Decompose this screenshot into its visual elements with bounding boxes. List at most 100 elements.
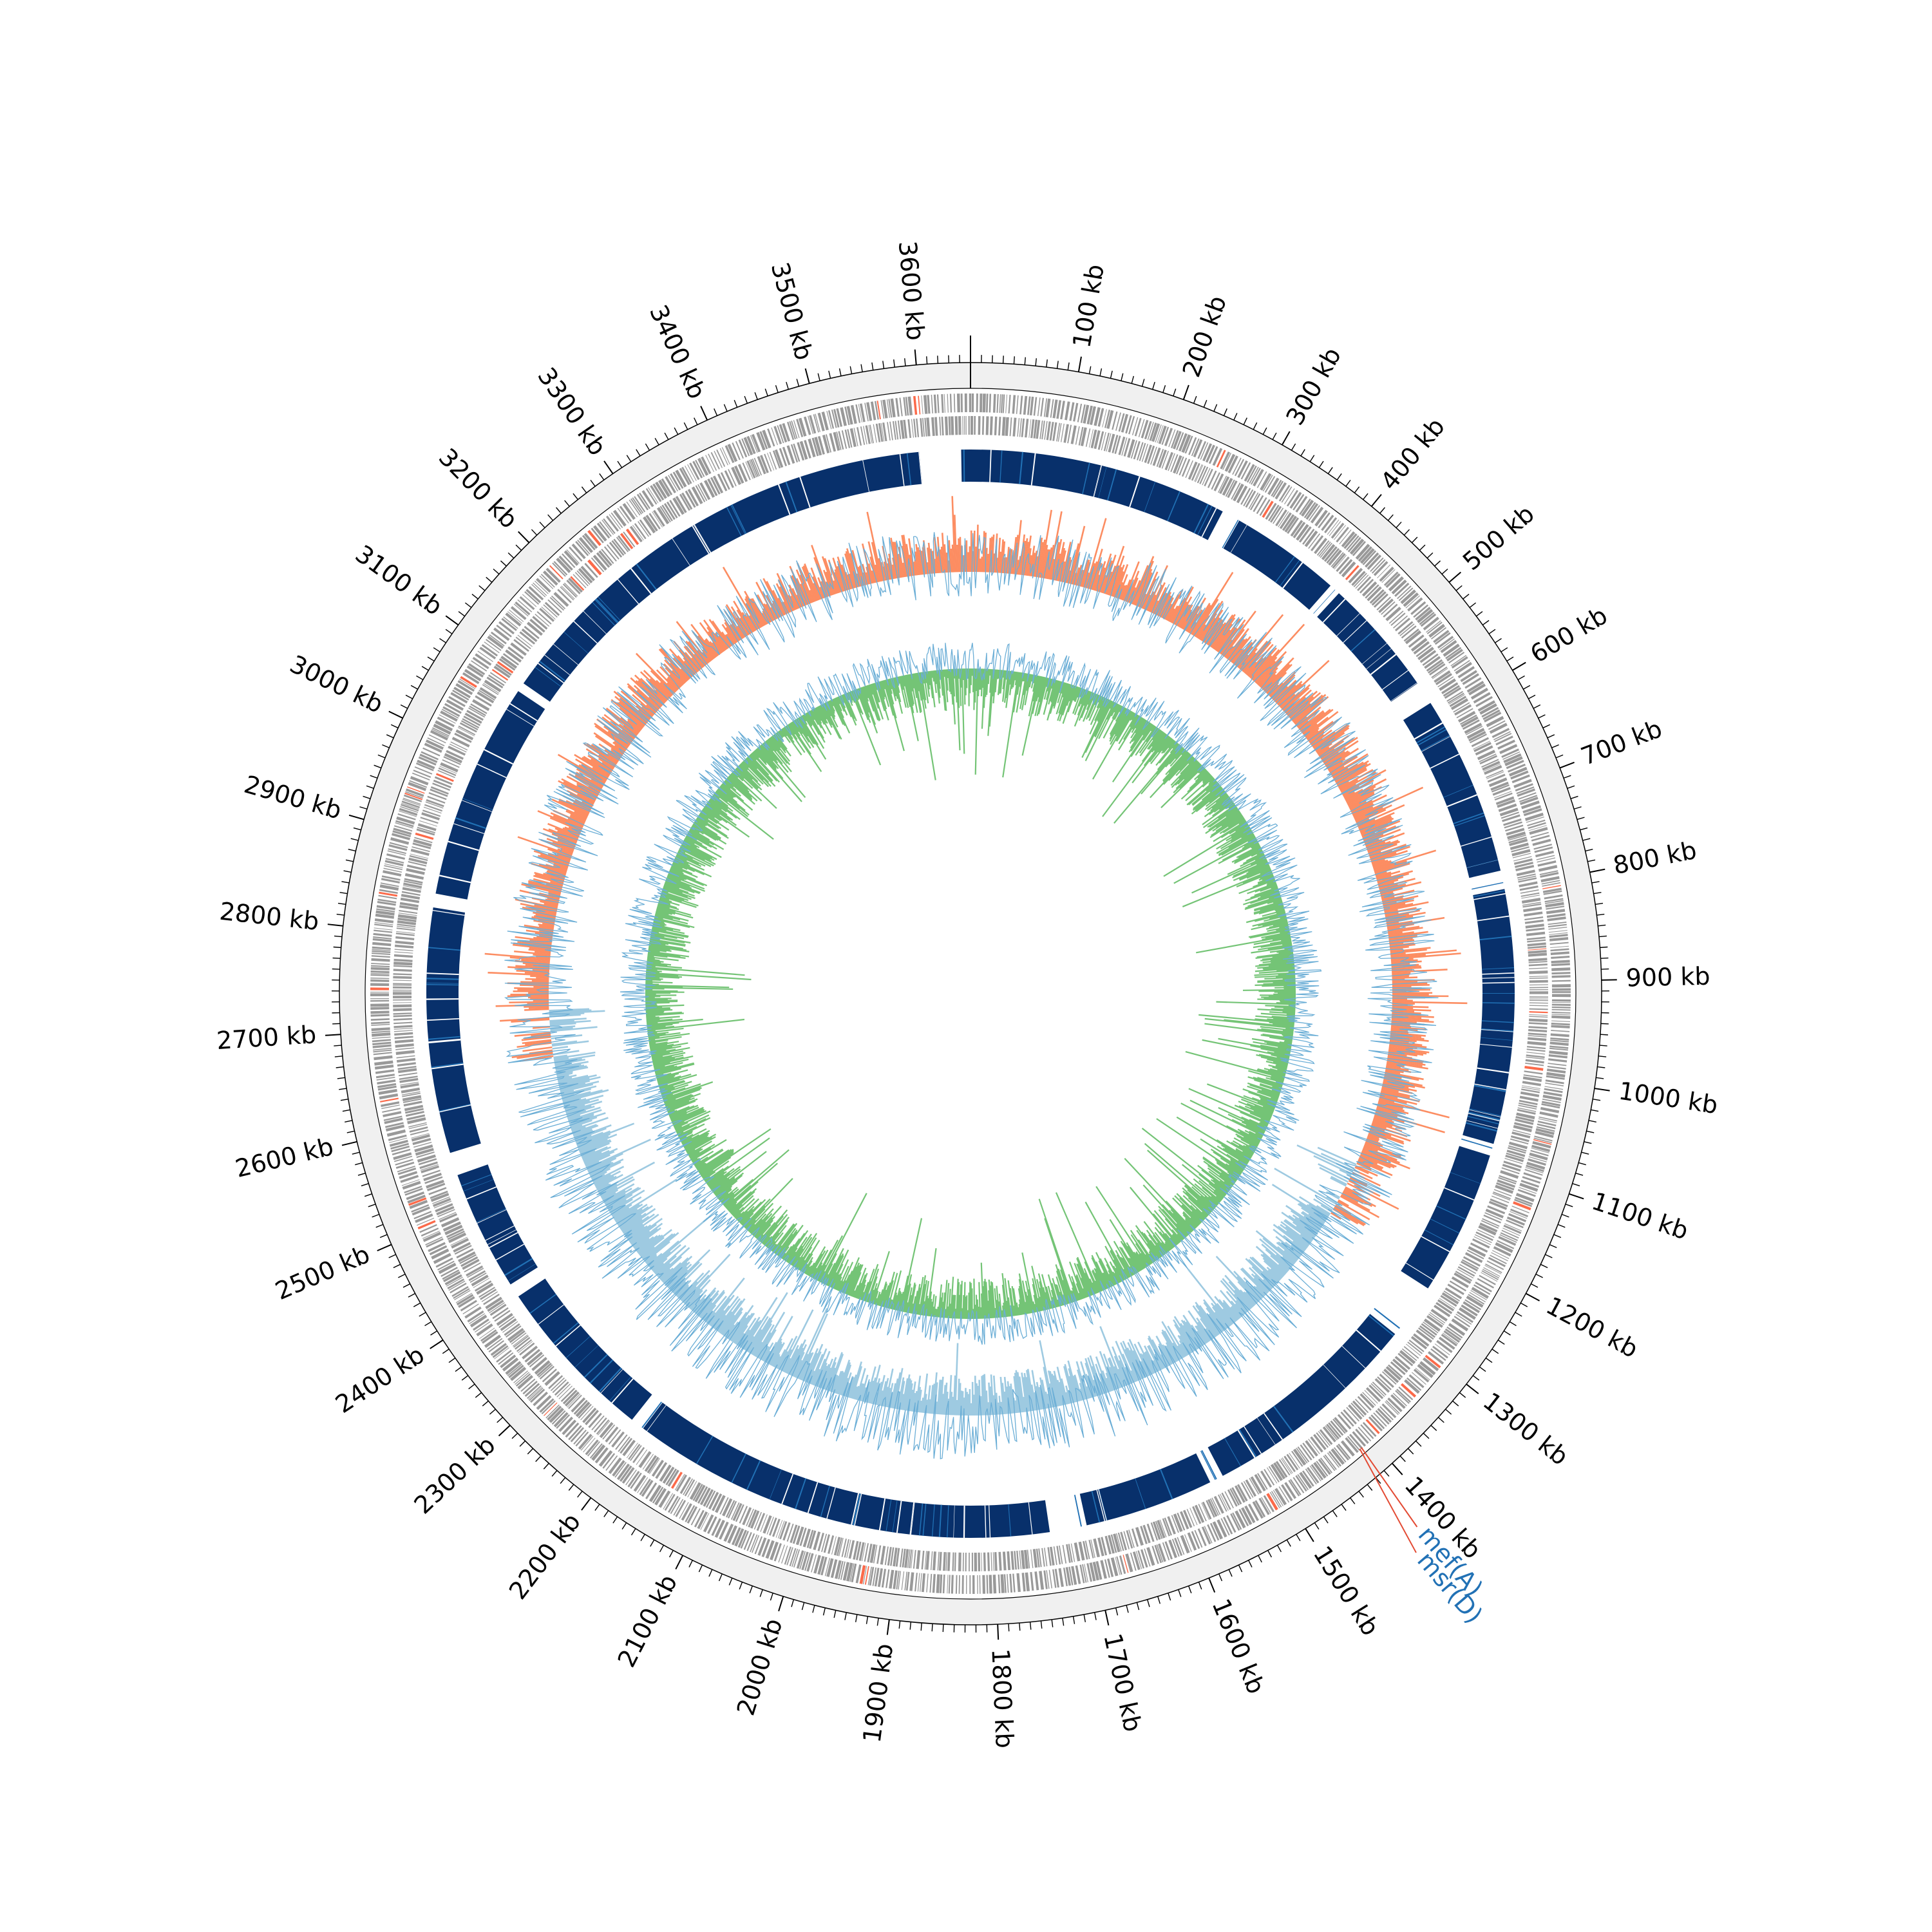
minor-tick [1549,1244,1557,1249]
feature-block [708,1492,719,1510]
feature-block [1460,670,1477,683]
gc-content-bar [1031,674,1034,682]
gc-skew-bar [1379,1095,1407,1104]
feature-block [393,1027,413,1030]
feature-block [1546,1075,1565,1080]
gc-content-bar [1205,810,1240,834]
feature-block [921,395,923,415]
feature-block [663,503,676,520]
feature-block [853,1540,859,1560]
minor-tick [909,1622,912,1630]
feature-block [1481,759,1499,768]
feature-block [859,1565,866,1584]
feature-block [1253,495,1264,513]
gc-skew-bar [1127,577,1139,603]
feature-block [519,631,536,645]
minor-tick [1387,514,1394,521]
homology-block-detail [1469,1108,1501,1117]
feature-block [1189,1508,1198,1526]
feature-block [1551,1002,1571,1003]
gc-skew-bar [999,1376,1005,1415]
feature-block [1528,1032,1547,1036]
gc-skew-bar [1262,657,1294,690]
gc-skew-bar [810,567,824,599]
minor-tick [674,427,679,435]
feature-block [1548,926,1567,930]
feature-block [415,1148,434,1156]
feature-block [685,1505,696,1522]
feature-block [491,668,509,681]
feature-block [770,1541,779,1560]
gc-skew-bar [876,1374,886,1406]
feature-block [406,786,425,794]
feature-block [649,1458,660,1474]
feature-block [496,1349,512,1363]
gc-skew-bar [1387,1061,1428,1070]
feature-block [480,1329,497,1342]
gc-skew-bar [1236,646,1253,667]
feature-block [804,440,811,459]
feature-block [1551,984,1571,988]
feature-block [1451,1276,1469,1289]
gc-skew-bar [512,943,551,950]
tick-label: 3100 kb [350,540,448,621]
feature-block [376,905,395,911]
gc-skew-bar [862,572,867,585]
feature-block [1497,739,1515,750]
feature-block [1010,1551,1014,1570]
feature-block [774,449,784,468]
feature-block [1053,1546,1057,1566]
gc-content-bar [1191,788,1224,815]
feature-block [716,449,726,468]
feature-block [743,437,753,456]
minor-tick [1291,443,1296,451]
minor-tick [1580,827,1588,831]
gc-skew-bar [1112,1346,1129,1386]
feature-block [1056,400,1062,419]
feature-block [974,416,976,435]
feature-block [687,489,699,507]
gc-skew-bar [714,1314,726,1330]
feature-block [808,1530,817,1549]
feature-block [593,1417,607,1433]
feature-block [703,1514,714,1533]
gc-skew-bar [1376,875,1392,881]
feature-block [1528,950,1547,954]
feature-block [797,442,805,461]
tick-label: 1300 kb [1478,1387,1574,1471]
gc-skew-bar [1208,622,1227,647]
minor-tick [357,1173,366,1176]
feature-block [1492,1193,1511,1201]
feature-block [373,1048,392,1051]
gc-skew-bar [582,1146,608,1159]
feature-block [1217,1519,1227,1538]
minor-tick [1286,1539,1291,1547]
feature-block [1537,1121,1557,1127]
minor-tick [833,1610,837,1618]
minor-tick [1136,1602,1140,1611]
feature-block [1530,831,1549,838]
feature-block [1529,1011,1548,1014]
gc-content-bar [1109,701,1115,710]
feature-block [926,1573,929,1593]
feature-block [765,1540,775,1559]
feature-block [1475,696,1493,708]
homology-block-detail [1074,1495,1082,1527]
gc-skew-bar [1055,542,1065,581]
feature-block [1494,732,1512,743]
gc-skew-bar [619,708,644,728]
feature-block [734,465,744,484]
minor-tick [350,838,359,841]
feature-block [1088,429,1094,448]
gc-skew-bar [626,1226,645,1240]
gc-skew-bar [553,1054,567,1059]
feature-block [1550,1033,1569,1037]
gc-skew-bar [1027,1368,1036,1411]
feature-block [442,1269,460,1280]
feature-block [448,1232,467,1244]
gc-skew-bar [606,1187,641,1209]
feature-block [501,618,517,631]
feature-block [661,504,673,522]
feature-block [907,1549,911,1568]
gc-content-bar [1109,708,1129,742]
